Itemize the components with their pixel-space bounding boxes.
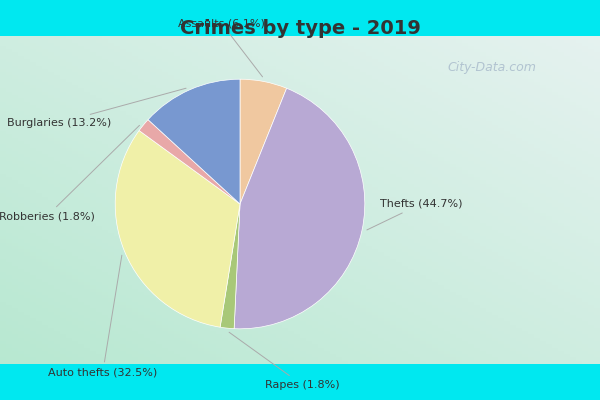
Text: Assaults (6.1%): Assaults (6.1%) bbox=[178, 18, 265, 77]
Wedge shape bbox=[234, 88, 365, 329]
Text: Robberies (1.8%): Robberies (1.8%) bbox=[0, 125, 139, 222]
Text: Crimes by type - 2019: Crimes by type - 2019 bbox=[179, 18, 421, 38]
Wedge shape bbox=[139, 120, 240, 204]
Text: Thefts (44.7%): Thefts (44.7%) bbox=[367, 199, 462, 230]
Wedge shape bbox=[148, 79, 240, 204]
Text: City-Data.com: City-Data.com bbox=[448, 62, 536, 74]
Wedge shape bbox=[115, 130, 240, 327]
Text: Auto thefts (32.5%): Auto thefts (32.5%) bbox=[48, 255, 157, 378]
Text: Rapes (1.8%): Rapes (1.8%) bbox=[229, 332, 340, 390]
Text: Burglaries (13.2%): Burglaries (13.2%) bbox=[7, 88, 186, 128]
Wedge shape bbox=[220, 204, 240, 329]
Wedge shape bbox=[240, 79, 287, 204]
